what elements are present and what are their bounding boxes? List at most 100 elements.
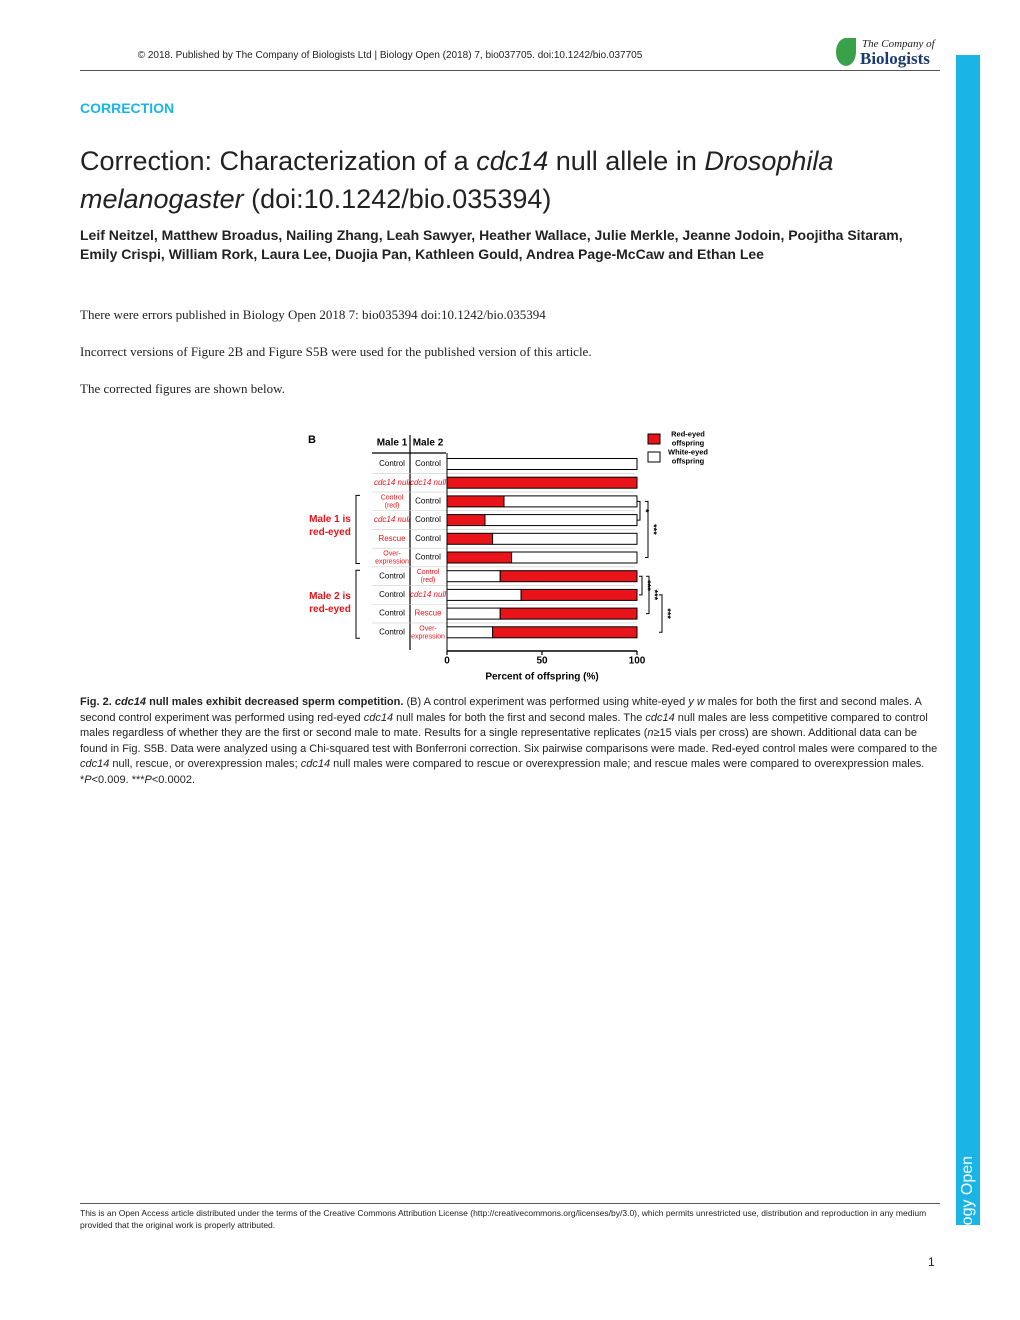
significance-label: ***	[663, 608, 673, 619]
column-header: Male 2	[413, 438, 444, 449]
bar-segment	[446, 495, 505, 508]
row-label: Control	[379, 459, 405, 468]
bar-segment	[446, 588, 522, 601]
italic-text: y w	[688, 696, 705, 708]
rule	[80, 70, 940, 71]
italic-text: Drosophila melanogaster	[80, 146, 834, 214]
bar-segment	[446, 532, 494, 545]
text: males for both the first and second male…	[80, 696, 922, 724]
text: null males were compared to rescue or ov…	[80, 758, 925, 786]
row-label: Control	[379, 627, 405, 636]
header-citation: © 2018. Published by The Company of Biol…	[137, 50, 643, 61]
row-label: cdc14 null	[374, 478, 410, 487]
text: null males for both the first and second…	[393, 711, 646, 724]
bar-segment	[492, 532, 638, 545]
bar-segment	[446, 607, 501, 620]
italic-text: cdc14	[80, 758, 110, 770]
bar-segment	[520, 588, 638, 601]
column-header: Male 1	[377, 438, 408, 449]
row-label: Control	[415, 515, 441, 524]
significance-bracket	[646, 575, 650, 615]
page-number: 1	[928, 1255, 935, 1269]
group-label: Male 1 is red-eyed	[309, 514, 351, 538]
x-tick-label: 100	[629, 656, 646, 667]
row-label: Over-expression	[375, 550, 409, 565]
row-label: Control	[415, 534, 441, 543]
bar-segment	[446, 476, 638, 489]
text: null allele in	[548, 146, 705, 176]
sidebar-label: Biology Open	[959, 1155, 976, 1252]
bar-segment	[446, 514, 486, 527]
bar-segment	[503, 495, 638, 508]
bar-segment	[492, 626, 638, 639]
text: <0.0002.	[151, 773, 195, 786]
panel-label: B	[308, 434, 316, 446]
caption: Fig. 2. cdc14 null males exhibit decreas…	[80, 695, 940, 788]
legend-label: Red-eyed offspring	[671, 429, 705, 447]
sidebar	[956, 55, 980, 1225]
significance-bracket	[637, 500, 641, 521]
italic-text: P	[84, 773, 92, 786]
group-bracket	[355, 494, 360, 564]
row-label: cdc14 null	[410, 590, 446, 599]
row-label: Control	[415, 497, 441, 506]
row-label: Control	[415, 459, 441, 468]
text: null males are less competitive compared…	[80, 711, 928, 740]
paragraph: There were errors published in Biology O…	[80, 307, 546, 322]
row-label: Control	[379, 609, 405, 618]
paragraph: Incorrect versions of Figure 2B and Figu…	[80, 344, 592, 359]
row-label: Rescue	[378, 534, 406, 543]
significance-bracket	[645, 500, 649, 558]
text: Fig. 2.	[80, 696, 115, 708]
bar-segment	[511, 551, 638, 564]
text: ≥15 vials per cross) are shown. Addition…	[80, 727, 938, 755]
title: Correction: Characterization of a cdc14 …	[80, 142, 940, 218]
license: This is an Open Access article distribut…	[80, 1208, 927, 1230]
italic-text: cdc14	[114, 696, 147, 708]
row-label: Control	[379, 571, 405, 580]
significance-bracket	[659, 594, 663, 633]
text: (B) A control experiment was performed u…	[403, 696, 689, 708]
italic-text: n	[647, 727, 654, 739]
authors: Leif Neitzel, Matthew Broadus, Nailing Z…	[80, 227, 903, 262]
logo-bottom: Biologists	[860, 49, 930, 68]
legend-label: White-eyed offspring	[668, 447, 708, 465]
legend-swatch	[647, 451, 661, 463]
row-label: Control (red)	[417, 569, 440, 584]
logo-top: The Company of	[862, 38, 935, 50]
bar-segment	[499, 607, 638, 620]
row-label: Over-expression	[411, 625, 445, 640]
italic-text: cdc14	[645, 711, 675, 724]
row-label: Rescue	[414, 609, 442, 618]
text: null, rescue, or overexpression males;	[109, 758, 301, 770]
x-tick-label: 50	[536, 656, 548, 667]
group-label: Male 2 is red-eyed	[309, 591, 351, 615]
paragraph: The corrected figures are shown below.	[80, 381, 285, 396]
text: <0.009. ***	[91, 773, 145, 786]
significance-label: *	[641, 509, 651, 513]
text: null males exhibit decreased sperm compe…	[146, 696, 404, 708]
x-tick-label: 0	[444, 656, 450, 667]
row-label: cdc14 null	[410, 478, 446, 487]
bar-segment	[446, 570, 501, 583]
row-label: Control	[379, 590, 405, 599]
bar-segment	[446, 458, 638, 470]
significance-label: ***	[650, 590, 660, 601]
bar-segment	[446, 551, 513, 564]
text: Correction: Characterization of a	[80, 146, 477, 176]
significance-bracket	[639, 575, 643, 596]
italic-text: cdc14	[300, 758, 331, 770]
text: (doi:10.1242/bio.035394)	[243, 184, 552, 214]
bar-segment	[446, 626, 494, 639]
x-axis-title: Percent of offspring (%)	[485, 672, 598, 683]
italic-text: P	[144, 773, 152, 786]
italic-text: cdc14	[363, 711, 394, 724]
significance-label: ***	[643, 580, 653, 591]
group-bracket	[355, 569, 360, 639]
row-label: cdc14 null	[374, 515, 410, 524]
row-label: Control (red)	[381, 494, 404, 509]
logo-mark	[836, 38, 856, 66]
row-label: Control	[415, 553, 441, 562]
